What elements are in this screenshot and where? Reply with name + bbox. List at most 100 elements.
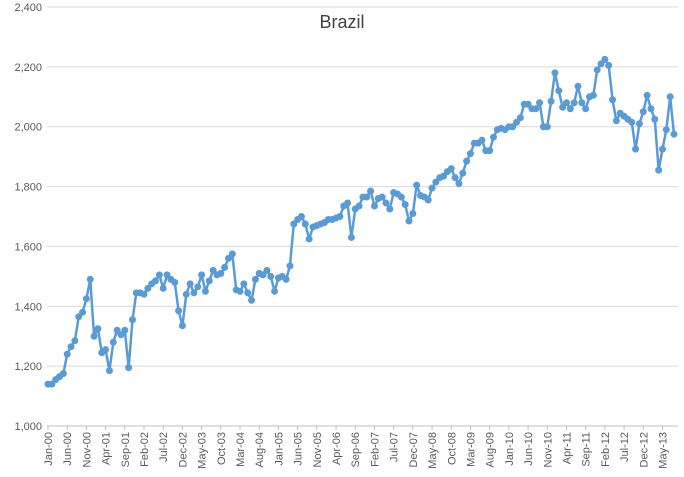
data-point xyxy=(413,181,421,189)
x-tick-label: Jan-10 xyxy=(504,432,516,466)
data-point xyxy=(513,118,521,126)
data-point xyxy=(347,233,355,241)
data-point xyxy=(459,169,467,177)
data-point xyxy=(190,289,198,297)
data-point xyxy=(75,313,83,321)
data-point xyxy=(643,91,651,99)
data-point xyxy=(301,220,309,228)
data-point xyxy=(562,99,570,107)
data-point xyxy=(305,235,313,243)
data-point xyxy=(532,105,540,113)
data-point xyxy=(152,277,160,285)
data-point xyxy=(612,117,620,125)
data-point xyxy=(59,370,67,378)
y-tick-label: 1,200 xyxy=(14,361,42,373)
x-tick-label: Oct-03 xyxy=(216,432,228,465)
data-point xyxy=(63,350,71,358)
data-point xyxy=(297,213,305,220)
data-point xyxy=(194,283,202,291)
x-tick-label: Jun-00 xyxy=(62,432,74,466)
data-point xyxy=(128,316,136,324)
x-tick-label: Jul-02 xyxy=(158,432,170,462)
series-line xyxy=(48,58,676,386)
data-point xyxy=(593,66,601,74)
data-point xyxy=(658,145,666,153)
x-tick-label: Nov-10 xyxy=(542,432,554,467)
data-point xyxy=(378,193,386,201)
y-tick-label: 2,400 xyxy=(14,2,42,14)
data-point xyxy=(221,263,229,271)
y-tick-label: 1,000 xyxy=(14,421,42,433)
y-tick-label: 1,600 xyxy=(14,241,42,253)
y-tick-label: 1,800 xyxy=(14,182,42,194)
data-point xyxy=(198,271,206,279)
data-point xyxy=(455,180,463,188)
data-point xyxy=(355,202,363,210)
data-point xyxy=(447,165,455,173)
x-tick-label: Mar-09 xyxy=(465,432,477,467)
data-point xyxy=(113,326,121,334)
data-point xyxy=(635,120,643,128)
data-point xyxy=(171,278,179,286)
x-tick-label: Nov-05 xyxy=(312,432,324,467)
data-point xyxy=(432,178,440,186)
x-tick-label: Nov-00 xyxy=(81,432,93,467)
x-tick-label: Mar-04 xyxy=(235,432,247,467)
x-tick-label: May-08 xyxy=(427,432,439,469)
y-tick-label: 2,200 xyxy=(14,62,42,74)
data-point xyxy=(555,87,563,95)
x-tick-label: May-13 xyxy=(657,432,669,469)
data-point xyxy=(240,280,248,288)
x-tick-label: Apr-06 xyxy=(331,432,343,465)
x-tick-label: Apr-01 xyxy=(101,432,113,465)
data-point xyxy=(397,193,405,201)
data-point xyxy=(267,272,275,280)
x-tick-label: Apr-11 xyxy=(561,432,573,464)
data-point xyxy=(117,331,125,339)
data-point xyxy=(440,172,448,180)
data-point xyxy=(486,147,494,155)
data-point xyxy=(86,275,94,283)
data-point xyxy=(451,174,459,182)
data-point xyxy=(217,269,225,277)
data-point xyxy=(524,100,532,108)
chart-title: Brazil xyxy=(319,12,365,32)
x-tick-label: Jun-10 xyxy=(523,432,535,466)
data-point xyxy=(424,196,432,204)
y-tick-label: 2,000 xyxy=(14,122,42,134)
data-point xyxy=(271,287,279,295)
data-point xyxy=(666,93,674,101)
data-point xyxy=(382,199,390,207)
data-point xyxy=(401,201,409,209)
x-tick-label: Aug-04 xyxy=(254,432,266,467)
data-point xyxy=(647,105,655,113)
x-tick-label: Jul-07 xyxy=(389,432,401,462)
data-point xyxy=(48,380,56,388)
data-point xyxy=(205,277,213,285)
data-point xyxy=(463,157,471,165)
data-point xyxy=(428,184,436,192)
x-tick-label: Jun-05 xyxy=(293,432,305,466)
x-tick-label: Dec-07 xyxy=(408,432,420,467)
data-point xyxy=(251,275,259,283)
data-point xyxy=(370,202,378,210)
data-point xyxy=(105,367,113,375)
data-point xyxy=(628,118,636,126)
x-tick-label: May-03 xyxy=(197,432,209,469)
data-point xyxy=(536,99,544,107)
data-point xyxy=(90,332,98,340)
data-point xyxy=(263,266,271,274)
x-tick-label: Oct-08 xyxy=(446,432,458,465)
data-point xyxy=(574,82,582,90)
data-point xyxy=(67,343,75,351)
data-point xyxy=(225,254,233,262)
data-point xyxy=(244,289,252,297)
x-tick-label: Jan-00 xyxy=(43,432,55,466)
data-point xyxy=(570,99,578,107)
data-point xyxy=(125,364,133,372)
data-point xyxy=(466,150,474,158)
data-point xyxy=(478,136,486,144)
data-point xyxy=(186,280,194,288)
